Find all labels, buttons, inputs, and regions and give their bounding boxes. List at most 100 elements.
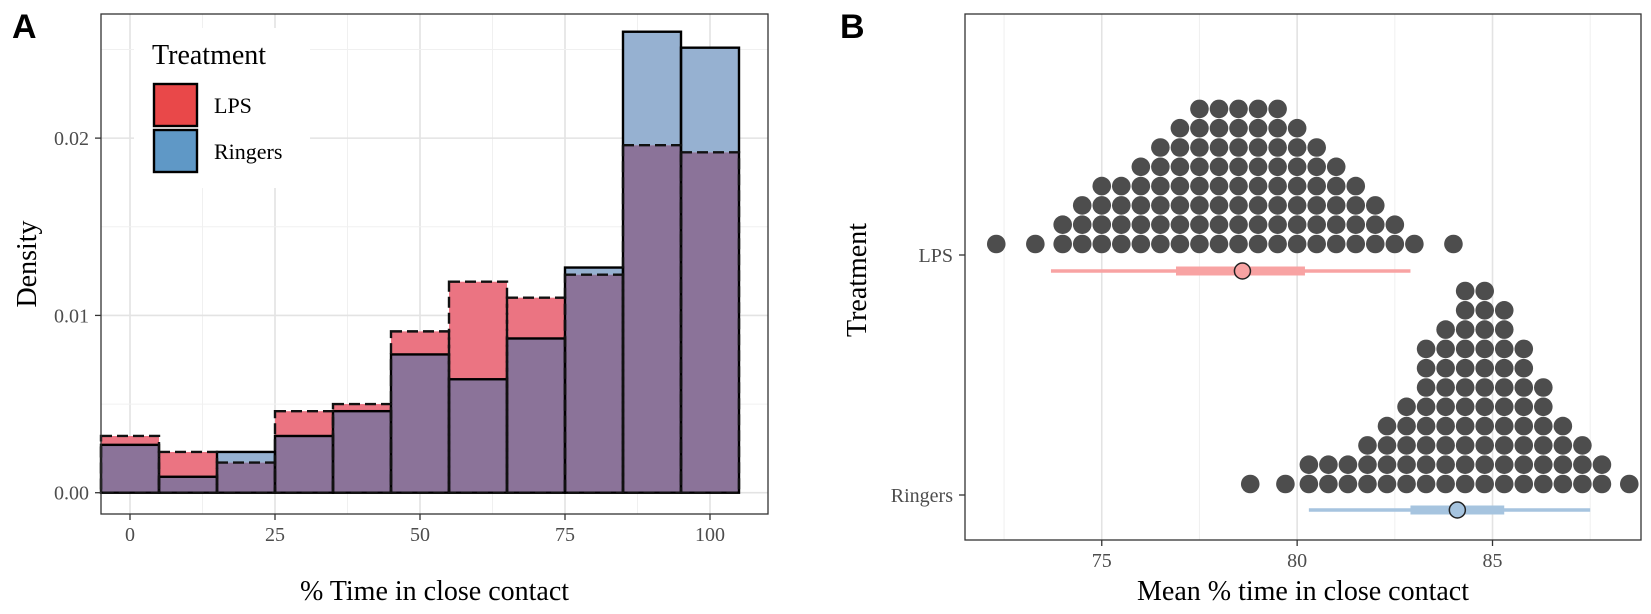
histogram-bar-overlap: [449, 379, 507, 493]
dot-ringers: [1494, 378, 1514, 397]
panel-letter-b: B: [840, 8, 865, 46]
dot-ringers: [1338, 455, 1358, 475]
dot-lps: [1229, 99, 1248, 119]
histogram-bar-overlap: [333, 411, 391, 493]
dot-lps: [1229, 118, 1248, 138]
dot-lps: [1092, 215, 1112, 234]
panel-b-x-axis-title: Mean % time in close contact: [1137, 576, 1469, 607]
dot-ringers: [1494, 455, 1514, 475]
legend-title: Treatment: [152, 40, 266, 71]
histogram-bar-overlap: [159, 476, 217, 493]
dot-lps: [1287, 234, 1307, 254]
dot-lps: [1190, 196, 1209, 215]
dot-lps: [1268, 196, 1287, 215]
x-tick-label: 25: [265, 524, 285, 546]
dot-lps: [1209, 99, 1229, 119]
dot-lps: [1170, 196, 1190, 215]
legend-label-lps: LPS: [214, 93, 252, 118]
dot-ringers: [1573, 455, 1592, 475]
dot-lps: [1307, 196, 1326, 215]
dot-lps: [986, 234, 1006, 254]
legend-swatch-lps: [152, 82, 199, 128]
dot-lps: [1326, 215, 1346, 234]
histogram-bar-overlap: [101, 444, 159, 493]
dot-lps: [1209, 176, 1229, 196]
x-tick-label: 80: [1287, 550, 1307, 572]
y-tick-label: 0.02: [54, 128, 89, 150]
dot-lps: [1346, 176, 1366, 196]
dot-lps: [1405, 234, 1424, 254]
panel-b-ticks: 75 80 85 LPS Ringers: [891, 245, 1503, 572]
dot-ringers: [1475, 416, 1494, 436]
dot-lps: [1365, 196, 1385, 215]
dot-ringers: [1553, 455, 1573, 475]
dot-lps: [1112, 196, 1131, 215]
dot-lps: [1209, 234, 1229, 254]
panel-a-bars: [99, 30, 741, 494]
x-tick-label: 75: [555, 524, 575, 546]
dot-lps: [1190, 99, 1209, 119]
histogram-bar-excess: [391, 331, 449, 355]
dot-lps: [1151, 234, 1170, 254]
dot-lps: [1248, 215, 1268, 234]
dot-lps: [1190, 215, 1209, 234]
dot-lps: [1190, 176, 1209, 196]
dot-ringers: [1494, 436, 1514, 455]
dot-lps: [1346, 215, 1366, 234]
histogram-bar-excess: [101, 435, 159, 445]
dot-lps: [1170, 157, 1190, 177]
dot-ringers: [1397, 474, 1416, 494]
panel-b-gridlines: [1003, 14, 1591, 540]
x-tick-label: 85: [1483, 550, 1503, 572]
dot-ringers: [1358, 455, 1377, 475]
dot-lps: [1209, 138, 1229, 157]
dot-ringers: [1397, 397, 1416, 417]
x-tick-label: 50: [410, 524, 430, 546]
dot-ringers: [1592, 455, 1612, 475]
y-tick-label: Ringers: [891, 485, 953, 507]
panel-a-ticks: 0 25 50 75 100 0.00 0.01 0.02: [54, 128, 725, 546]
mean-point-lps: [1233, 262, 1252, 280]
legend: Treatment LPS Ringers: [134, 28, 310, 188]
dot-lps: [1287, 157, 1307, 177]
dot-lps: [1131, 196, 1151, 215]
panel-a-x-axis-title: % Time in close contact: [300, 576, 569, 607]
dot-lps: [1307, 215, 1326, 234]
dot-lps: [1229, 157, 1248, 177]
dot-ringers: [1494, 416, 1514, 436]
legend-label-ringers: Ringers: [214, 139, 282, 164]
dot-ringers: [1299, 474, 1319, 494]
dot-ringers: [1436, 358, 1455, 378]
dot-ringers: [1514, 378, 1534, 397]
dot-ringers: [1299, 455, 1319, 475]
dot-lps: [1190, 138, 1209, 157]
panel-b-frame: [964, 13, 1642, 541]
dot-lps: [1248, 138, 1268, 157]
histogram-bar-excess: [449, 281, 507, 380]
dot-lps: [1287, 176, 1307, 196]
dot-lps: [1287, 118, 1307, 138]
dot-ringers: [1573, 436, 1592, 455]
dot-ringers: [1416, 474, 1436, 494]
lps-bar-outline: [679, 151, 741, 494]
dot-ringers: [1276, 474, 1295, 494]
x-tick-label: 0: [125, 524, 135, 546]
dot-ringers: [1514, 358, 1534, 378]
dot-lps: [1229, 234, 1248, 254]
dot-ringers: [1338, 474, 1358, 494]
dot-ringers: [1455, 397, 1475, 417]
dot-ringers: [1377, 474, 1397, 494]
dot-lps: [1307, 138, 1326, 157]
histogram-panel: 0 25 50 75 100 0.00 0.01 0.02 % Time in close c…: [12, 13, 769, 607]
dot-lps: [1346, 234, 1366, 254]
dot-lps: [1307, 176, 1326, 196]
legend-items: LPS Ringers: [152, 82, 282, 174]
dot-ringers: [1573, 474, 1592, 494]
dot-lps: [1287, 196, 1307, 215]
dot-ringers: [1397, 416, 1416, 436]
histogram-bar-excess: [159, 451, 217, 477]
dot-ringers: [1455, 339, 1475, 359]
dot-lps: [1170, 118, 1190, 138]
dot-lps: [1131, 234, 1151, 254]
